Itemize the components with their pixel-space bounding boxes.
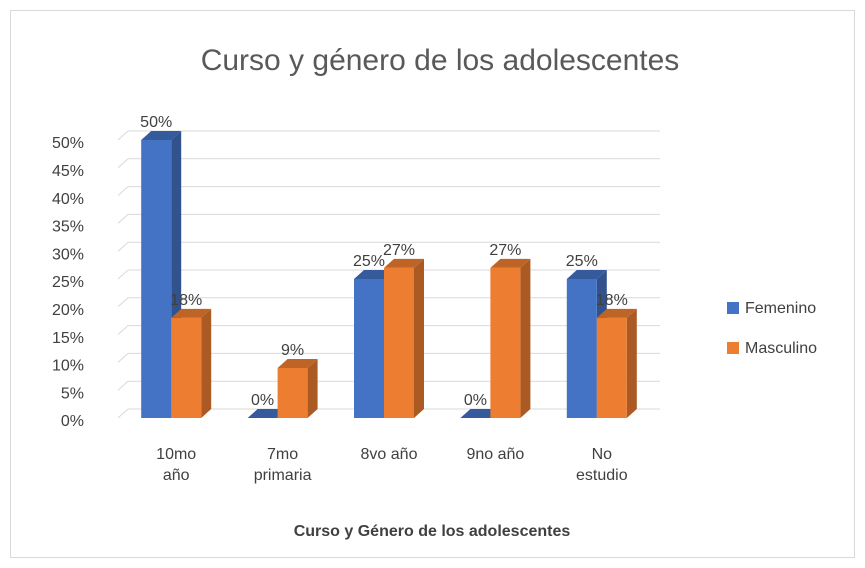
grid-side [117, 130, 129, 141]
chart-title: Curso y género de los adolescentes [201, 44, 680, 77]
grid-side [117, 269, 129, 280]
x-tick-label: 9no año [466, 446, 525, 463]
y-tick-label: 20% [52, 302, 84, 319]
bar-front [171, 317, 202, 418]
grid-side [117, 186, 129, 196]
bar-top [566, 270, 607, 279]
y-tick-label: 10% [52, 358, 84, 375]
bar-front [277, 367, 308, 418]
y-tick-label: 45% [52, 163, 84, 180]
bar-side [414, 258, 424, 418]
bar-front [596, 317, 627, 418]
data-label: 25% [353, 253, 385, 270]
y-tick-label: 5% [61, 385, 84, 402]
bar [171, 308, 212, 418]
bar-top [490, 258, 531, 268]
x-tick-label: 7mo primaria [253, 446, 312, 484]
y-tick-label: 50% [52, 135, 84, 152]
grid-line [117, 186, 660, 196]
chart-border [10, 10, 855, 558]
data-label: 50% [140, 114, 172, 131]
grid-line [117, 158, 660, 169]
bar-front [384, 267, 414, 418]
bar-front [566, 279, 597, 418]
bar-front [141, 140, 172, 418]
data-label: 18% [596, 292, 628, 309]
x-tick-label: 8vo año [360, 446, 418, 463]
bar-top [171, 308, 212, 318]
x-axis-title: Curso y Género de los adolescentes [294, 523, 571, 540]
grid-side [117, 241, 129, 252]
bar [384, 258, 424, 418]
bar-top [596, 308, 637, 318]
y-tick-label: 15% [52, 330, 84, 347]
bar-side [307, 358, 318, 418]
x-tick-label: No estudio [576, 446, 628, 484]
grid-side [117, 297, 129, 308]
data-label: 9% [281, 342, 304, 359]
bar-side [626, 308, 637, 418]
y-tick-label: 35% [52, 219, 84, 236]
data-label: 25% [566, 253, 598, 270]
bar-top [141, 131, 182, 140]
bar-front [354, 279, 384, 418]
bar [596, 308, 637, 418]
data-label: 18% [170, 292, 202, 309]
legend-label: Masculino [745, 340, 817, 357]
grid-side [117, 158, 129, 169]
y-tick-label: 25% [52, 274, 84, 291]
bar [277, 358, 318, 418]
y-tick-label: 0% [61, 413, 84, 430]
bar-front [490, 267, 521, 418]
legend-swatch [727, 302, 739, 314]
data-label: 0% [464, 392, 487, 409]
x-tick-label: 10mo año [156, 446, 197, 484]
bar-top [384, 258, 424, 268]
grid-side [117, 408, 129, 419]
y-tick-label: 30% [52, 246, 84, 263]
data-label: 0% [251, 392, 274, 409]
data-label: 27% [489, 242, 521, 259]
bar-side [201, 308, 212, 418]
data-label: 27% [383, 242, 415, 259]
grid-side [117, 380, 129, 391]
grid-side [117, 353, 129, 363]
grid-line [117, 130, 660, 141]
grid-side [117, 214, 129, 224]
bar-side [520, 258, 531, 418]
legend-swatch [727, 342, 739, 354]
legend-label: Femenino [745, 300, 816, 317]
y-tick-label: 40% [52, 191, 84, 208]
grid-line [117, 241, 660, 252]
grid-side [117, 325, 129, 335]
bar-top [277, 358, 318, 368]
bar [490, 258, 531, 418]
grid-line [117, 213, 660, 224]
